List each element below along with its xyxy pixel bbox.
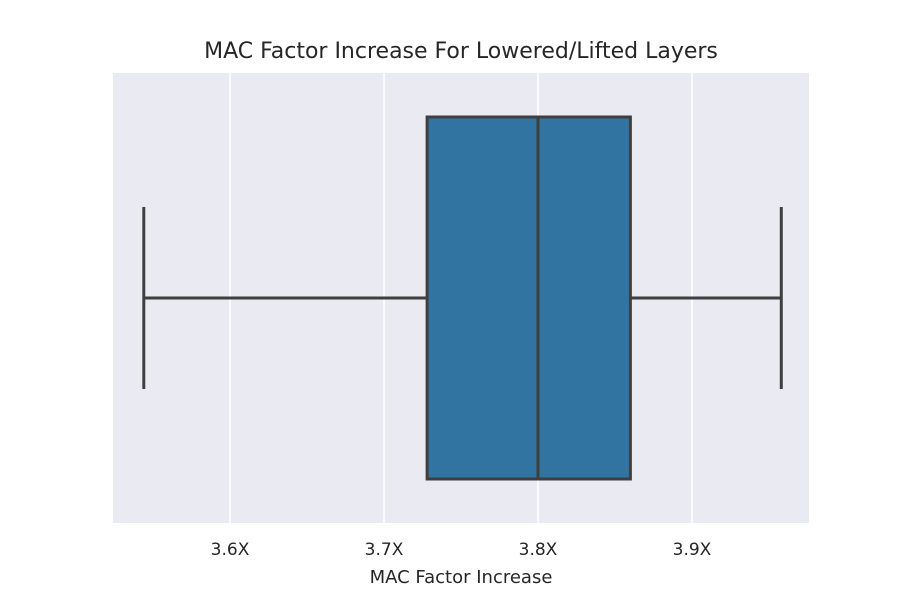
chart-title: MAC Factor Increase For Lowered/Lifted L… [204,39,718,64]
x-tick-label: 3.9X [673,540,712,560]
x-axis-label: MAC Factor Increase [370,567,553,588]
x-tick-label: 3.7X [365,540,404,560]
x-tick-label: 3.6X [211,540,250,560]
x-tick-labels: 3.6X 3.7X 3.8X 3.9X [211,540,712,560]
x-tick-label: 3.8X [519,540,558,560]
iqr-box [425,115,632,481]
